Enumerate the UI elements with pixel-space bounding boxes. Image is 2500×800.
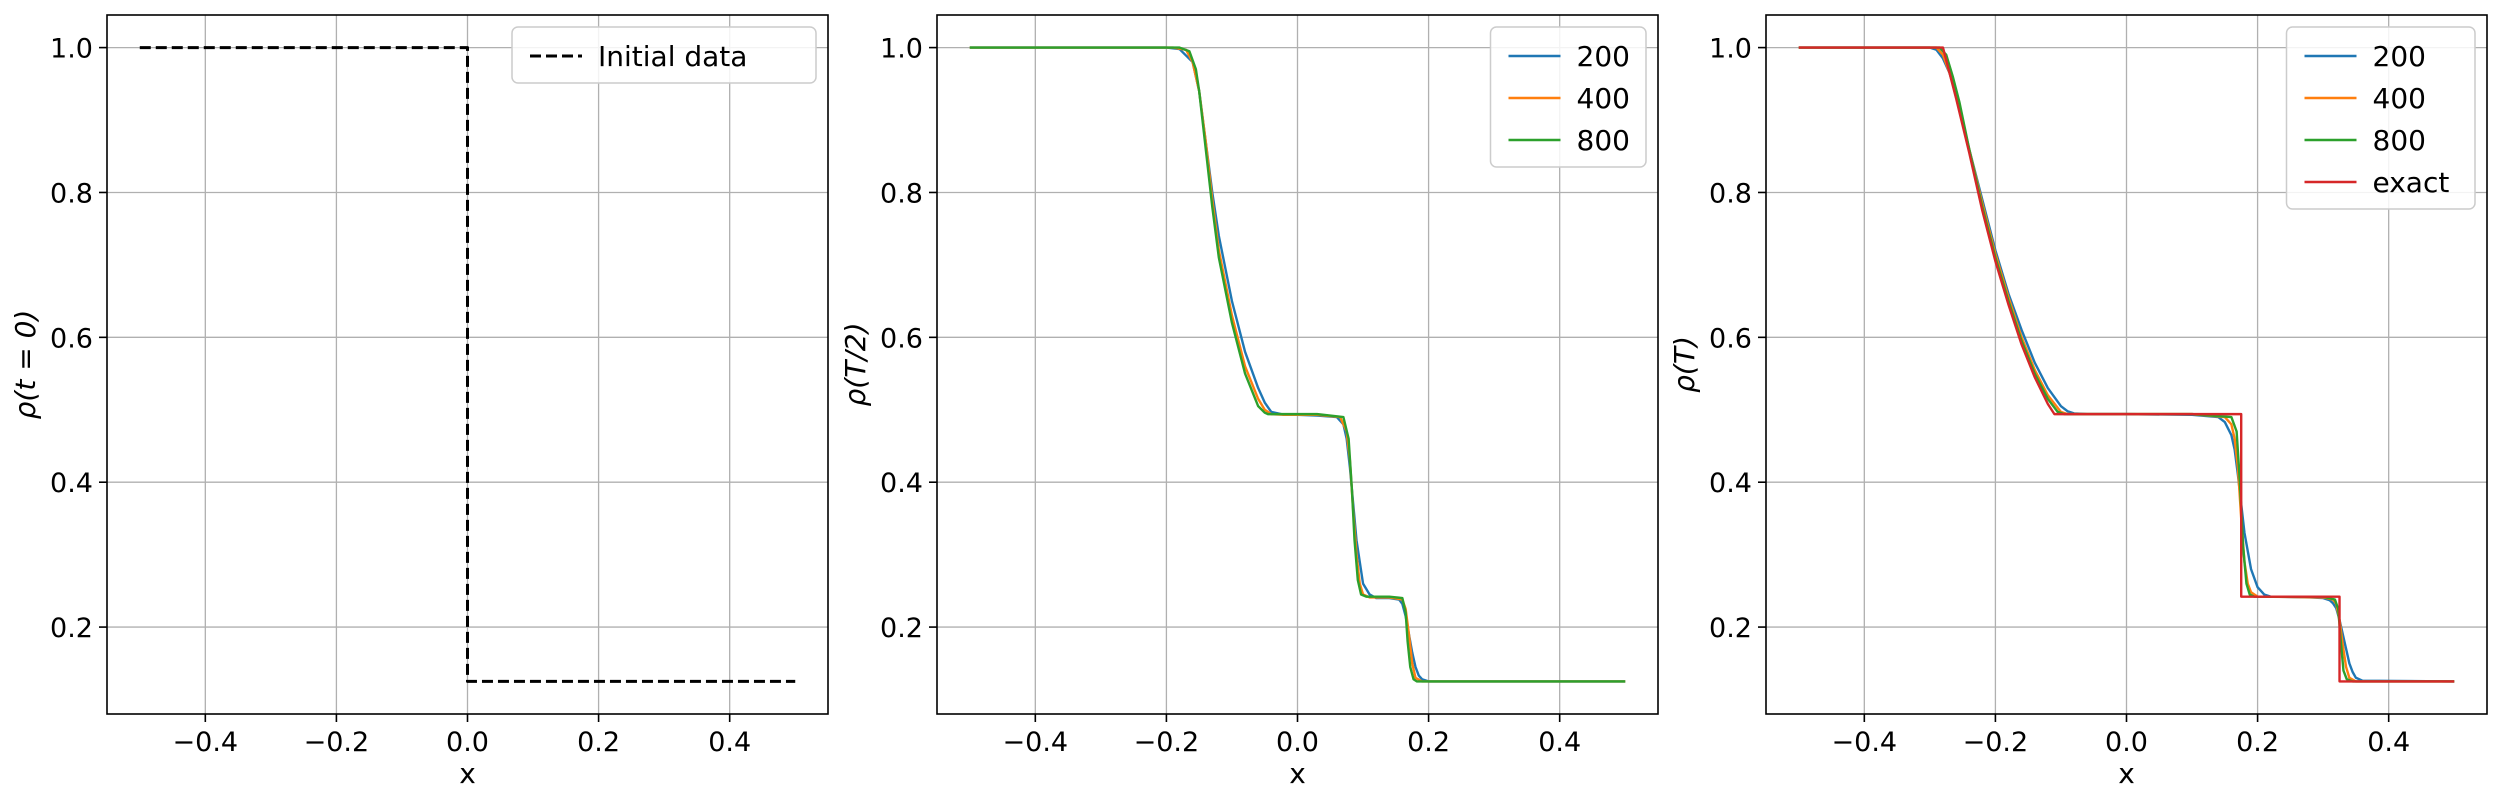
y-axis-label: ρ(t = 0) <box>9 310 42 420</box>
y-tick-label: 0.6 <box>880 323 923 354</box>
x-axis-label: x <box>1289 757 1306 790</box>
y-tick-label: 1.0 <box>1709 34 1752 65</box>
x-axis-label: x <box>459 757 476 790</box>
x-tick-label: 0.0 <box>446 727 489 758</box>
x-tick-label: 0.0 <box>1276 727 1319 758</box>
y-tick-label: 0.8 <box>1709 178 1752 209</box>
x-tick-label: 0.4 <box>2367 727 2410 758</box>
panel-3: −0.4 −0.2 0.0 0.2 0.4 0.2 0.4 0.6 0.8 1.0 x ρ(T) 200… <box>1668 14 2488 790</box>
y-tick-label: 0.6 <box>50 323 93 354</box>
legend-box <box>1489 26 1647 168</box>
legend-entry-label: 200 <box>2373 40 2426 73</box>
legend-entry-label: exact <box>2373 166 2450 199</box>
y-tick-label: 1.0 <box>880 34 923 65</box>
y-tick-label: 0.6 <box>1709 323 1752 354</box>
legend: 200 400 800 exact <box>2285 26 2476 210</box>
legend-entry-label: 400 <box>1577 82 1630 115</box>
x-tick-label: 0.4 <box>708 727 751 758</box>
legend-entry-label: 800 <box>1577 124 1630 157</box>
x-tick-label: −0.2 <box>304 727 370 758</box>
y-tick-label: 0.4 <box>880 468 923 499</box>
x-tick-label: −0.2 <box>1134 727 1200 758</box>
y-axis-label: ρ(T) <box>1668 336 1701 393</box>
x-tick-label: −0.4 <box>1003 727 1069 758</box>
x-tick-label: 0.0 <box>2105 727 2148 758</box>
legend-box <box>2285 26 2476 210</box>
y-tick-label: 0.8 <box>50 178 93 209</box>
x-axis-label: x <box>2118 757 2135 790</box>
series-line-exact <box>1798 46 2455 683</box>
x-tick-label: 0.4 <box>1538 727 1581 758</box>
legend: 200 400 800 <box>1489 26 1647 168</box>
x-tick-label: 0.2 <box>1407 727 1450 758</box>
legend-entry-label: 200 <box>1577 40 1630 73</box>
legend-entry-label: Initial data <box>598 40 747 73</box>
y-tick-label: 0.8 <box>880 178 923 209</box>
y-tick-label: 0.2 <box>880 613 923 644</box>
y-tick-label: 0.4 <box>1709 468 1752 499</box>
series-line-800 <box>969 46 1626 683</box>
x-tick-label: −0.4 <box>173 727 239 758</box>
x-tick-label: 0.2 <box>2236 727 2279 758</box>
legend-box <box>511 26 817 84</box>
y-axis-label: ρ(T/2) <box>839 323 872 407</box>
y-tick-label: 0.2 <box>1709 613 1752 644</box>
x-tick-label: −0.2 <box>1963 727 2029 758</box>
y-tick-label: 0.4 <box>50 468 93 499</box>
y-tick-label: 0.2 <box>50 613 93 644</box>
x-tick-label: −0.4 <box>1832 727 1898 758</box>
legend: Initial data <box>511 26 817 84</box>
y-tick-label: 1.0 <box>50 34 93 65</box>
legend-entry-label: 800 <box>2373 124 2426 157</box>
series-line-initial-data <box>139 46 796 683</box>
legend-entry-label: 400 <box>2373 82 2426 115</box>
panel-2: −0.4 −0.2 0.0 0.2 0.4 0.2 0.4 0.6 0.8 1.0 x ρ(T/2) 2… <box>839 14 1659 790</box>
x-tick-label: 0.2 <box>577 727 620 758</box>
panel-1: −0.4 −0.2 0.0 0.2 0.4 0.2 0.4 0.6 0.8 1.0 x ρ(t = 0… <box>9 14 829 790</box>
